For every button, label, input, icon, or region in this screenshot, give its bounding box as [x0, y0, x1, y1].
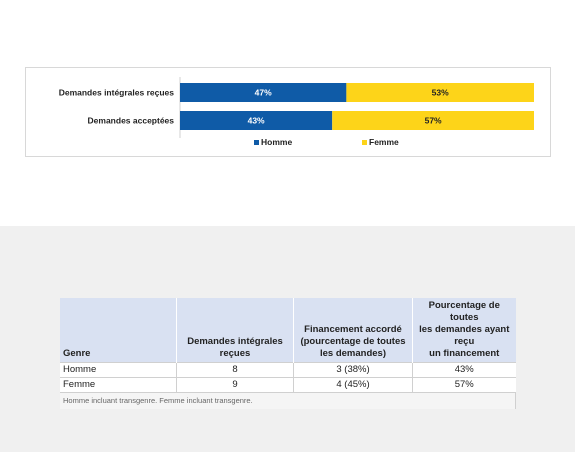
table-row: Femme 9 4 (45%) 57%: [60, 377, 516, 393]
table-note-row: Homme incluant transgenre. Femme incluan…: [60, 392, 516, 409]
header-demandes: Demandes intégrales reçues: [176, 298, 294, 363]
table-cell: 4 (45%): [293, 377, 413, 393]
legend-swatch: [362, 140, 367, 145]
data-label: 57%: [425, 116, 442, 126]
header-pourcentage: Pourcentage de toutes les demandes ayant…: [412, 298, 516, 363]
header-line: Pourcentage de toutes: [428, 300, 500, 323]
header-genre-text: Genre: [63, 348, 91, 359]
header-financement: Financement accordé (pourcentage de tout…: [293, 298, 413, 363]
stacked-bar-chart: Demandes intégrales reçues 47% 53% Demandes…: [59, 77, 534, 147]
category-label: Demandes intégrales reçues: [59, 88, 175, 98]
category-label: Demandes acceptées: [88, 116, 175, 126]
header-line: les demandes): [320, 348, 386, 359]
data-table: Genre Demandes intégrales reçues Finance…: [60, 298, 516, 409]
header-line: (pourcentage de toutes: [300, 336, 406, 347]
table-row: Homme 8 3 (38%) 43%: [60, 362, 516, 378]
data-label: 47%: [255, 88, 272, 98]
header-line: reçues: [219, 348, 251, 359]
table-cell: 3 (38%): [293, 362, 413, 378]
data-label: 53%: [432, 88, 449, 98]
table-note: Homme incluant transgenre. Femme incluan…: [60, 392, 516, 409]
bottom-panel: Genre Demandes intégrales reçues Finance…: [0, 226, 575, 452]
legend-label: Femme: [369, 137, 399, 147]
table-cell: 57%: [412, 377, 516, 393]
legend-label: Homme: [261, 137, 292, 147]
legend-swatch: [254, 140, 259, 145]
table-cell: 9: [176, 377, 294, 393]
table-cell: Femme: [60, 377, 177, 393]
bar-homme: [180, 111, 333, 130]
chart-card: Demandes intégrales reçues 47% 53% Demandes…: [25, 67, 551, 157]
bar-homme: [180, 83, 347, 102]
bar-femme: [346, 83, 534, 102]
data-label: 43%: [248, 116, 265, 126]
header-line: Demandes intégrales: [187, 336, 283, 347]
table-cell: Homme: [60, 362, 177, 378]
table-cell: 8: [176, 362, 294, 378]
header-line: les demandes ayant reçu: [419, 324, 510, 347]
table-cell: 43%: [412, 362, 516, 378]
bar-femme: [332, 111, 534, 130]
header-line: un financement: [429, 348, 500, 359]
table-header-row: Genre Demandes intégrales reçues Finance…: [60, 298, 516, 363]
header-line: Financement accordé: [304, 324, 402, 335]
header-genre: Genre: [60, 298, 177, 363]
